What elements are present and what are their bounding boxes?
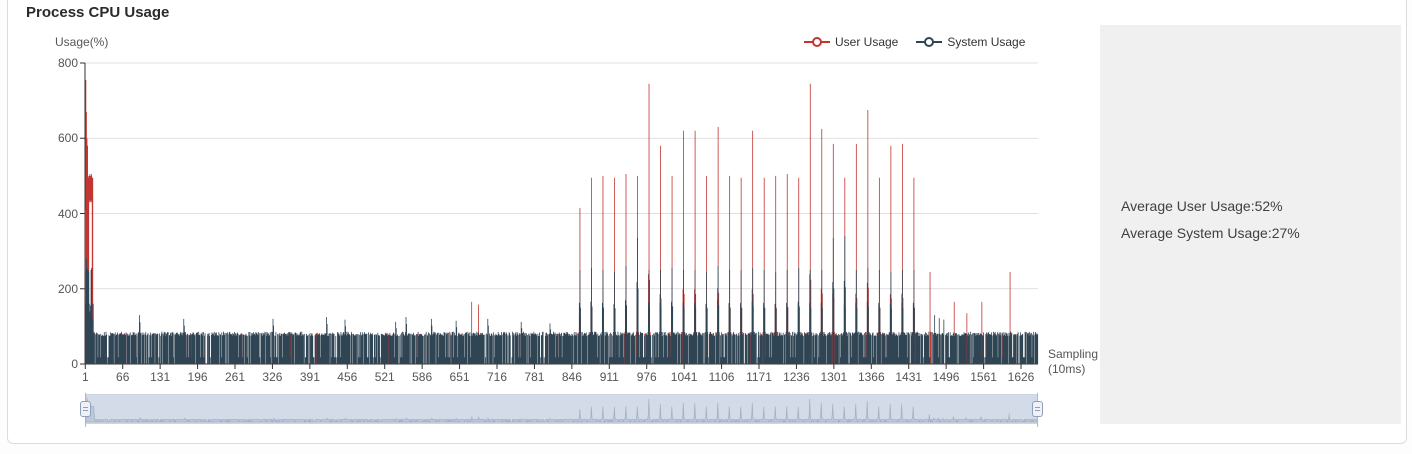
x-tick-label: 1041 xyxy=(670,370,698,384)
x-tick-label: 1431 xyxy=(895,370,923,384)
y-tick-label: 0 xyxy=(71,357,78,371)
legend-label: System Usage xyxy=(947,35,1026,49)
datazoom-preview xyxy=(86,395,1037,423)
x-tick-label: 66 xyxy=(116,370,130,384)
datazoom-left-handle[interactable] xyxy=(80,401,91,417)
x-tick-label: 911 xyxy=(599,370,619,384)
x-tick-label: 1171 xyxy=(746,370,772,384)
x-tick-label: 131 xyxy=(150,370,171,384)
y-tick-label: 800 xyxy=(57,56,78,70)
page-title: Process CPU Usage xyxy=(26,4,170,21)
y-axis-label: Usage(%) xyxy=(55,35,109,49)
chart-legend: User Usage System Usage xyxy=(804,35,1025,49)
y-tick-label: 600 xyxy=(57,131,78,146)
legend-item-user-usage[interactable]: User Usage xyxy=(804,35,898,49)
x-tick-label: 1496 xyxy=(932,370,960,384)
x-tick-label: 586 xyxy=(412,370,433,384)
x-tick-label: 1626 xyxy=(1007,370,1035,384)
datazoom-slider[interactable] xyxy=(80,393,1043,427)
x-tick-label: 1 xyxy=(81,370,89,384)
process-cpu-card: Process CPU Usage Usage(%) User Usage Sy… xyxy=(7,0,1407,444)
legend-label: User Usage xyxy=(835,35,899,49)
x-tick-label: 261 xyxy=(224,370,246,384)
summary-panel: Average User Usage:52% Average System Us… xyxy=(1100,25,1401,424)
x-tick-label: 651 xyxy=(449,370,470,384)
x-tick-label: 1561 xyxy=(970,370,997,384)
x-tick-label: 391 xyxy=(299,370,320,384)
x-tick-label: 781 xyxy=(524,370,545,384)
x-axis-label: Sampling (10ms) xyxy=(1048,347,1099,376)
average-user-usage: Average User Usage:52% xyxy=(1121,198,1283,214)
x-tick-label: 846 xyxy=(561,370,582,384)
x-tick-label: 976 xyxy=(636,370,657,384)
line-circle-icon xyxy=(916,37,943,47)
average-system-usage: Average System Usage:27% xyxy=(1121,225,1300,241)
x-tick-label: 326 xyxy=(262,370,283,384)
legend-item-system-usage[interactable]: System Usage xyxy=(916,35,1025,49)
x-tick-label: 196 xyxy=(187,370,208,384)
x-tick-label: 716 xyxy=(486,370,508,384)
y-tick-label: 200 xyxy=(57,281,78,296)
x-tick-label: 1301 xyxy=(820,370,848,384)
cpu-usage-chart[interactable] xyxy=(68,53,1053,385)
x-tick-label: 521 xyxy=(374,370,395,384)
x-tick-label: 1236 xyxy=(783,370,810,384)
line-circle-icon xyxy=(804,37,830,47)
x-tick-label: 1106 xyxy=(708,370,735,384)
datazoom-right-handle[interactable] xyxy=(1032,401,1043,417)
y-tick-label: 400 xyxy=(57,206,78,221)
x-tick-label: 456 xyxy=(337,370,358,384)
x-tick-label: 1366 xyxy=(857,370,885,384)
